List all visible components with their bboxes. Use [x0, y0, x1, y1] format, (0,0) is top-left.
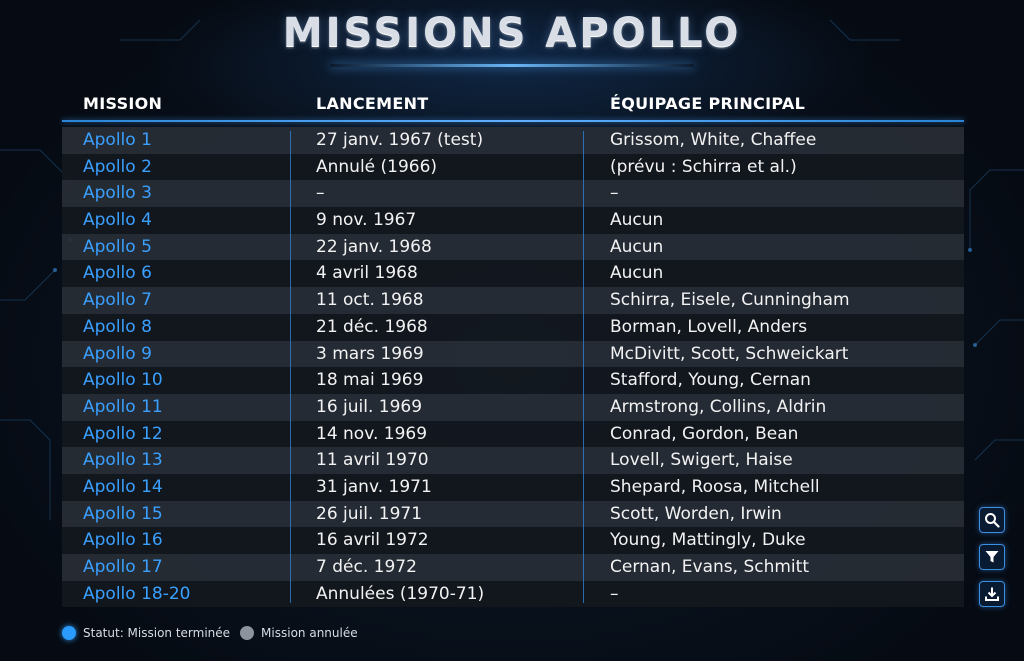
- table-row[interactable]: Apollo 4 9 nov. 1967 Aucun: [62, 207, 964, 234]
- launch-date: 16 juil. 1969: [316, 396, 423, 417]
- crew-names: McDivitt, Scott, Schweickart: [610, 343, 849, 364]
- launch-date: 31 janv. 1971: [316, 476, 432, 497]
- legend-completed-label: Statut: Mission terminée: [83, 626, 231, 640]
- launch-date: Annulé (1966): [316, 156, 438, 177]
- table-row[interactable]: Apollo 6 4 avril 1968 Aucun: [62, 260, 964, 288]
- crew-names: (prévu : Schirra et al.): [610, 156, 797, 177]
- table-row[interactable]: Apollo 17 7 déc. 1972 Cernan, Evans, Sch…: [62, 554, 964, 581]
- mission-name: Apollo 7: [83, 290, 152, 311]
- crew-names: Borman, Lovell, Anders: [610, 316, 808, 337]
- mission-name: Apollo 14: [83, 476, 163, 497]
- table-row[interactable]: Apollo 5 22 janv. 1968 Aucun: [62, 233, 964, 261]
- legend-cancelled-label: Mission annulée: [261, 626, 358, 640]
- mission-name: Apollo 11: [83, 396, 163, 417]
- mission-name: Apollo 18-20: [83, 583, 191, 604]
- crew-names: Aucun: [610, 263, 664, 284]
- launch-date: 4 avril 1968: [316, 263, 418, 284]
- filter-button[interactable]: [979, 544, 1005, 570]
- table-row[interactable]: Apollo 16 16 avril 1972 Young, Mattingly…: [62, 527, 964, 554]
- launch-date: 22 janv. 1968: [316, 236, 432, 257]
- table-row[interactable]: Apollo 18-20 Annulées (1970-71) –: [62, 580, 964, 608]
- column-header-launch[interactable]: LANCEMENT: [316, 94, 429, 113]
- crew-names: Young, Mattingly, Duke: [610, 530, 806, 551]
- table-row[interactable]: Apollo 8 21 déc. 1968 Borman, Lovell, An…: [62, 313, 964, 341]
- crew-names: Shepard, Roosa, Mitchell: [610, 476, 820, 497]
- column-divider-1: [290, 131, 291, 603]
- side-toolbar: [979, 507, 1005, 618]
- launch-date: 14 nov. 1969: [316, 423, 428, 444]
- table-row[interactable]: Apollo 11 16 juil. 1969 Armstrong, Colli…: [62, 393, 964, 421]
- launch-date: 11 avril 1970: [316, 450, 429, 471]
- table-row[interactable]: Apollo 7 11 oct. 1968 Schirra, Eisele, C…: [62, 287, 964, 314]
- launch-date: 26 juil. 1971: [316, 503, 423, 524]
- launch-date: 7 déc. 1972: [316, 557, 417, 577]
- mission-name: Apollo 8: [83, 316, 152, 337]
- launch-date: 3 mars 1969: [316, 343, 424, 364]
- mission-name: Apollo 6: [83, 263, 152, 284]
- column-header-mission[interactable]: MISSION: [83, 94, 163, 113]
- launch-date: 27 janv. 1967 (test): [316, 130, 484, 150]
- crew-names: Lovell, Swigert, Haise: [610, 450, 793, 471]
- launch-date: 9 nov. 1967: [316, 210, 417, 231]
- mission-name: Apollo 12: [83, 423, 163, 444]
- mission-name: Apollo 17: [83, 557, 163, 577]
- mission-name: Apollo 9: [83, 343, 152, 364]
- crew-names: Armstrong, Collins, Aldrin: [610, 396, 827, 417]
- mission-name: Apollo 10: [83, 370, 163, 391]
- launch-date: 11 oct. 1968: [316, 290, 424, 311]
- launch-date: 18 mai 1969: [316, 370, 424, 391]
- mission-name: Apollo 2: [83, 156, 152, 177]
- table-row[interactable]: Apollo 10 18 mai 1969 Stafford, Young, C…: [62, 367, 964, 394]
- crew-names: Aucun: [610, 210, 664, 231]
- launch-date: 16 avril 1972: [316, 530, 429, 551]
- status-legend: Statut: Mission terminée Mission annulée: [62, 624, 358, 642]
- mission-name: Apollo 4: [83, 210, 152, 231]
- table-row[interactable]: Apollo 9 3 mars 1969 McDivitt, Scott, Sc…: [62, 340, 964, 368]
- column-header-crew[interactable]: ÉQUIPAGE PRINCIPAL: [610, 94, 806, 113]
- crew-names: Grissom, White, Chaffee: [610, 130, 817, 150]
- crew-names: –: [610, 183, 619, 204]
- launch-date: 21 déc. 1968: [316, 316, 428, 337]
- table-row[interactable]: Apollo 2 Annulé (1966) (prévu : Schirra …: [62, 153, 964, 181]
- search-button[interactable]: [979, 507, 1005, 533]
- mission-name: Apollo 1: [83, 130, 152, 150]
- crew-names: Scott, Worden, Irwin: [610, 503, 782, 524]
- mission-name: Apollo 16: [83, 530, 163, 551]
- table-header: MISSION LANCEMENT ÉQUIPAGE PRINCIPAL: [62, 94, 964, 118]
- column-divider-2: [583, 131, 584, 603]
- completed-status-dot: [62, 626, 76, 640]
- mission-name: Apollo 13: [83, 450, 163, 471]
- launch-date: –: [316, 183, 325, 204]
- mission-name: Apollo 5: [83, 236, 152, 257]
- table-row[interactable]: Apollo 14 31 janv. 1971 Shepard, Roosa, …: [62, 473, 964, 501]
- table-row[interactable]: Apollo 3 – –: [62, 180, 964, 208]
- download-icon: [985, 587, 999, 601]
- launch-date: Annulées (1970-71): [316, 583, 485, 604]
- filter-icon: [985, 551, 999, 563]
- table-row[interactable]: Apollo 12 14 nov. 1969 Conrad, Gordon, B…: [62, 420, 964, 448]
- cancelled-status-dot: [240, 626, 255, 640]
- crew-names: Stafford, Young, Cernan: [610, 370, 811, 391]
- download-button[interactable]: [979, 581, 1005, 607]
- crew-names: –: [610, 583, 619, 604]
- table-row[interactable]: Apollo 13 11 avril 1970 Lovell, Swigert,…: [62, 447, 964, 474]
- table-row[interactable]: Apollo 15 26 juil. 1971 Scott, Worden, I…: [62, 500, 964, 528]
- crew-names: Aucun: [610, 236, 664, 257]
- search-icon: [985, 513, 1000, 528]
- page-title: MISSIONS APOLLO: [282, 10, 742, 56]
- mission-name: Apollo 15: [83, 503, 163, 524]
- title-underline-glow: [330, 64, 694, 67]
- table-row[interactable]: Apollo 1 27 janv. 1967 (test) Grissom, W…: [62, 127, 964, 154]
- mission-name: Apollo 3: [83, 183, 152, 204]
- header-divider: [62, 120, 964, 122]
- missions-table: Apollo 1 27 janv. 1967 (test) Grissom, W…: [62, 127, 964, 608]
- crew-names: Conrad, Gordon, Bean: [610, 423, 799, 444]
- crew-names: Schirra, Eisele, Cunningham: [610, 290, 850, 311]
- crew-names: Cernan, Evans, Schmitt: [610, 557, 809, 577]
